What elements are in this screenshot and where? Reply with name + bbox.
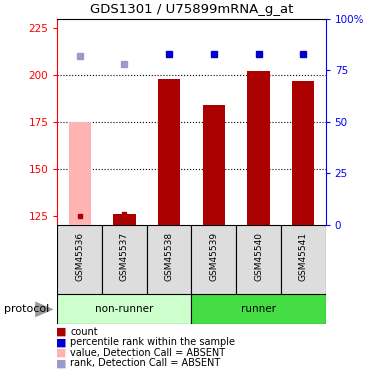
Text: runner: runner <box>241 304 276 314</box>
Text: ■: ■ <box>56 327 66 337</box>
Text: ■: ■ <box>56 348 66 358</box>
Bar <box>113 214 135 225</box>
Text: GSM45537: GSM45537 <box>120 232 129 281</box>
Bar <box>281 225 326 294</box>
Bar <box>57 294 192 324</box>
Title: GDS1301 / U75899mRNA_g_at: GDS1301 / U75899mRNA_g_at <box>90 3 293 16</box>
Text: GSM45538: GSM45538 <box>165 232 174 281</box>
Text: ■: ■ <box>56 338 66 347</box>
Bar <box>158 79 180 225</box>
Bar <box>192 225 236 294</box>
Polygon shape <box>35 302 54 317</box>
Bar <box>203 105 225 225</box>
Text: rank, Detection Call = ABSENT: rank, Detection Call = ABSENT <box>70 358 221 368</box>
Text: percentile rank within the sample: percentile rank within the sample <box>70 338 235 347</box>
Bar <box>248 71 270 225</box>
Bar <box>292 81 314 225</box>
Bar <box>57 225 102 294</box>
Bar <box>102 225 147 294</box>
Bar <box>147 225 192 294</box>
Text: protocol: protocol <box>4 304 49 314</box>
Text: non-runner: non-runner <box>95 304 154 314</box>
Text: GSM45536: GSM45536 <box>75 232 84 281</box>
Text: value, Detection Call = ABSENT: value, Detection Call = ABSENT <box>70 348 225 358</box>
Text: GSM45541: GSM45541 <box>299 232 308 281</box>
Text: GSM45540: GSM45540 <box>254 232 263 281</box>
Text: count: count <box>70 327 98 337</box>
Bar <box>68 122 91 225</box>
Bar <box>192 294 326 324</box>
Bar <box>236 225 281 294</box>
Text: GSM45539: GSM45539 <box>209 232 218 281</box>
Text: ■: ■ <box>56 358 66 368</box>
